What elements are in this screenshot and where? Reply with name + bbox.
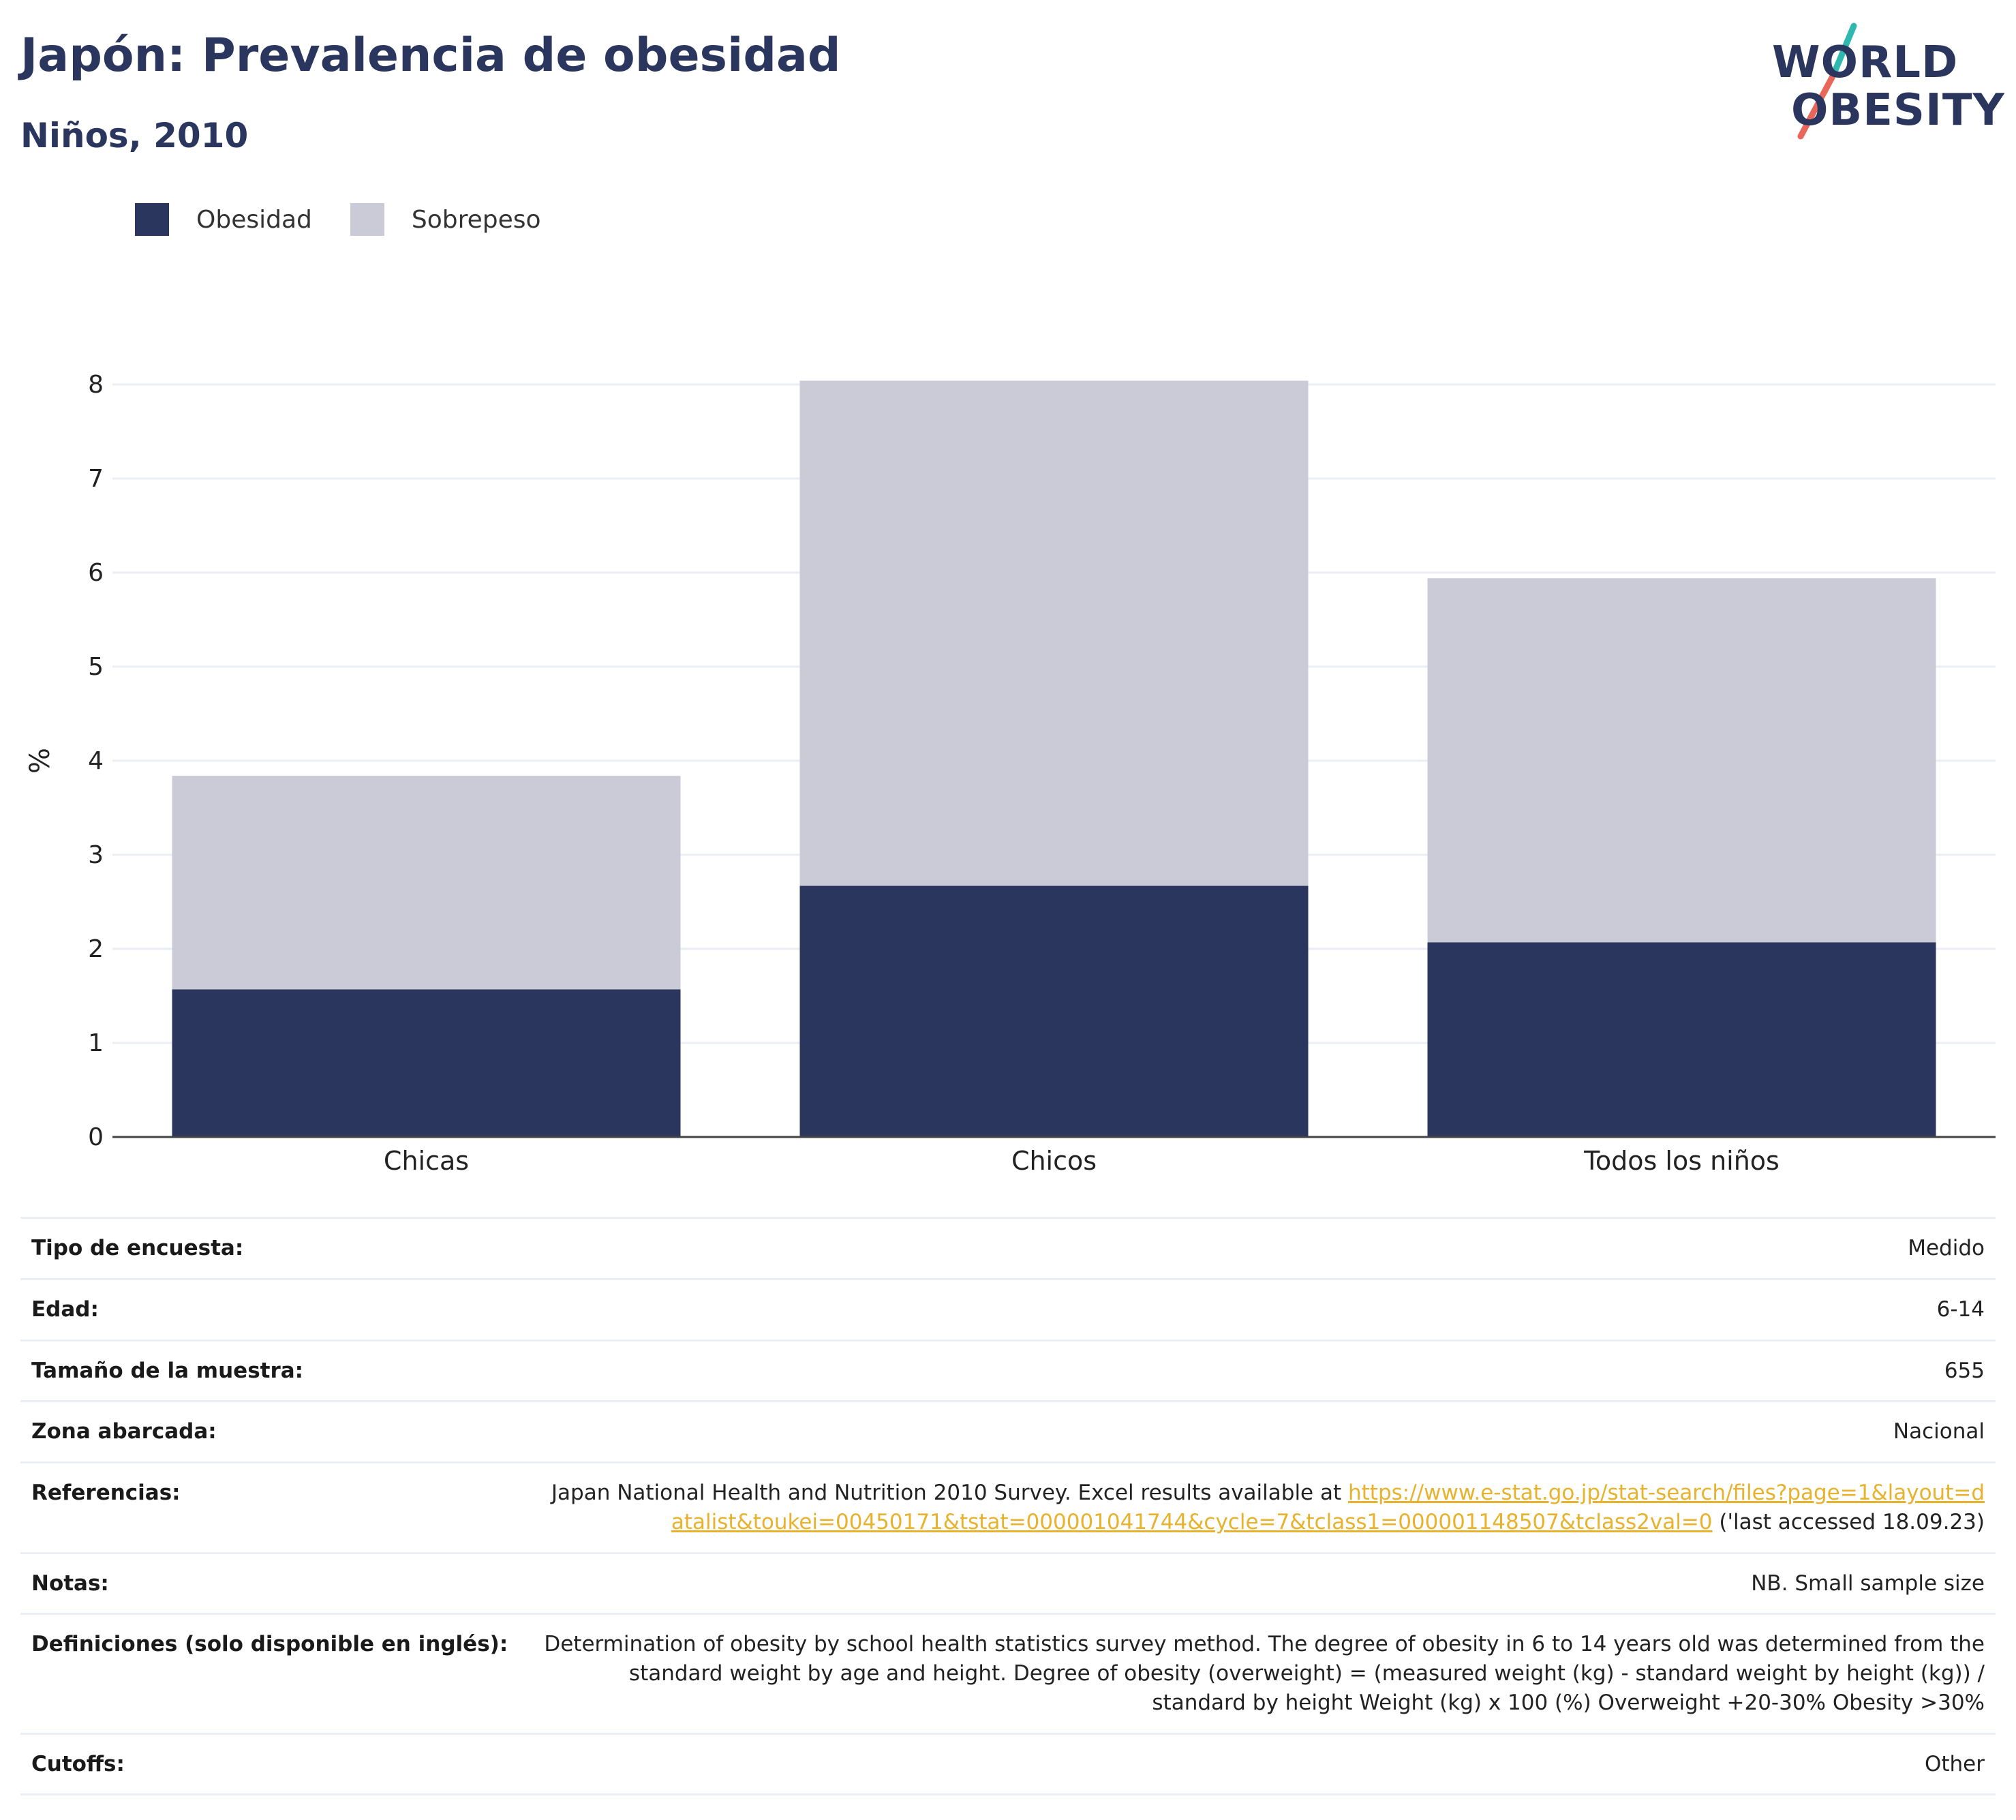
metadata-value: Medido [533, 1217, 1996, 1279]
y-tick-label: 2 [88, 935, 104, 963]
y-tick-label: 5 [88, 653, 104, 681]
reference-link[interactable]: https://www.e-stat.go.jp/stat-search/fil… [671, 1481, 1985, 1534]
metadata-row-area: Zona abarcada: Nacional [20, 1400, 1996, 1463]
metadata-row-cutoffs: Cutoffs: Other [20, 1732, 1996, 1796]
metadata-value: 6-14 [533, 1277, 1996, 1341]
chart-legend: Obesidad Sobrepeso [135, 203, 579, 236]
legend-item-sobrepeso[interactable]: Sobrepeso [350, 203, 541, 236]
metadata-value: NB. Small sample size [533, 1551, 1996, 1614]
y-tick-label: 1 [88, 1029, 104, 1057]
metadata-label: Tamaño de la muestra: [20, 1339, 533, 1401]
metadata-row-survey-type: Tipo de encuesta: Medido [20, 1217, 1996, 1279]
metadata-label: Referencias: [20, 1461, 533, 1553]
metadata-value: Nacional [533, 1400, 1996, 1463]
x-category-label: Chicos [1011, 1146, 1097, 1176]
stacked-bar-chart: 0 1 2 3 4 5 6 7 8% Chicas Chicos Todos los niños [25, 371, 1996, 1176]
legend-swatch-obesidad [135, 203, 169, 236]
world-obesity-logo: WORLD OBESITY [1772, 20, 2004, 143]
metadata-label: Tipo de encuesta: [20, 1217, 533, 1279]
metadata-row-notes: Notas: NB. Small sample size [20, 1551, 1996, 1614]
page-title: Japón: Prevalencia de obesidad [20, 29, 841, 82]
metadata-row-age: Edad: 6-14 [20, 1277, 1996, 1341]
metadata-label: Notas: [20, 1551, 533, 1614]
metadata-label: Definiciones (solo disponible en inglés)… [20, 1613, 533, 1734]
bar-sobrepeso-0 [172, 776, 681, 990]
y-tick-label: 7 [88, 465, 104, 493]
bar-sobrepeso-1 [799, 380, 1309, 886]
bar-obesidad-1 [799, 885, 1309, 1137]
legend-label-obesidad: Obesidad [196, 205, 312, 234]
metadata-label: Cutoffs: [20, 1732, 533, 1796]
y-tick-label: 0 [88, 1123, 104, 1151]
metadata-row-references: Referencias: Japan National Health and N… [20, 1461, 1996, 1553]
logo-slash-icon [1797, 22, 1857, 140]
y-tick-label: 6 [88, 559, 104, 587]
metadata-value: 655 [533, 1339, 1996, 1401]
metadata-row-sample-size: Tamaño de la muestra: 655 [20, 1339, 1996, 1401]
metadata-row-definitions: Definiciones (solo disponible en inglés)… [20, 1613, 1996, 1734]
metadata-value: Japan National Health and Nutrition 2010… [533, 1461, 1996, 1553]
x-category-label: Chicas [384, 1146, 469, 1176]
metadata-value: Other [533, 1732, 1996, 1796]
page-subtitle: Niños, 2010 [20, 116, 249, 155]
metadata-value: Determination of obesity by school healt… [533, 1613, 1996, 1734]
bar-obesidad-2 [1427, 942, 1936, 1137]
legend-swatch-sobrepeso [350, 203, 384, 236]
legend-item-obesidad[interactable]: Obesidad [135, 203, 312, 236]
logo-text-obesity: OBESITY [1791, 85, 2005, 136]
y-tick-label: 8 [88, 371, 104, 399]
logo-text-world: WORLD [1772, 37, 1959, 88]
reference-access-note: ('last accessed 18.09.23) [1712, 1509, 1985, 1534]
y-tick-label: 4 [88, 747, 104, 775]
legend-label-sobrepeso: Sobrepeso [411, 205, 541, 234]
x-category-label: Todos los niños [1583, 1146, 1780, 1176]
survey-metadata-table: Tipo de encuesta: Medido Edad: 6-14 Tama… [20, 1217, 1996, 1796]
metadata-label: Edad: [20, 1277, 533, 1341]
metadata-label: Zona abarcada: [20, 1400, 533, 1463]
bar-obesidad-0 [172, 989, 681, 1137]
bar-sobrepeso-2 [1427, 578, 1936, 943]
y-axis-label: % [25, 748, 56, 774]
reference-text: Japan National Health and Nutrition 2010… [551, 1481, 1348, 1506]
y-tick-label: 3 [88, 841, 104, 869]
